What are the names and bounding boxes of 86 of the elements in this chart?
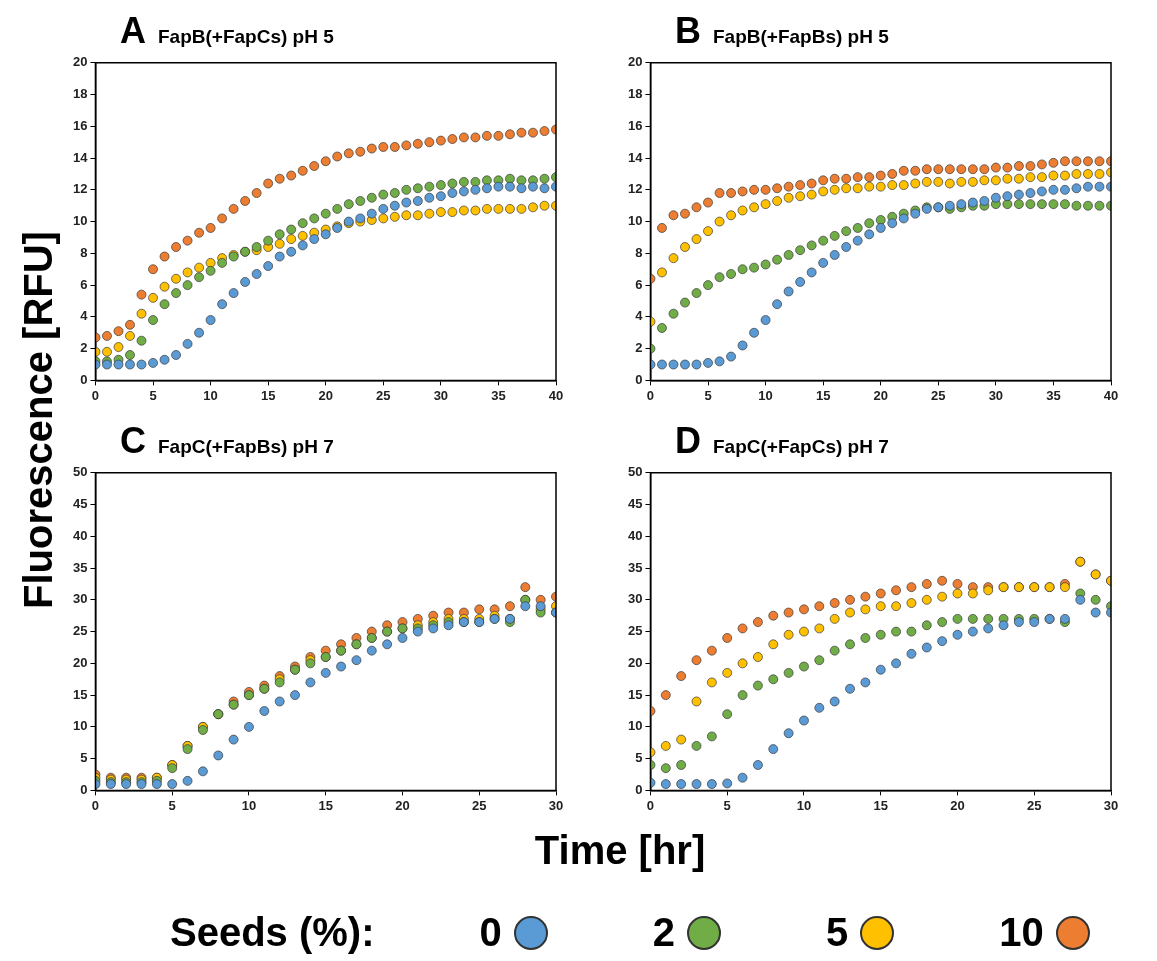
y-tick-label: 12 — [72, 181, 88, 197]
x-tick-label: 25 — [1027, 797, 1042, 813]
y-tick-label: 14 — [72, 149, 89, 165]
x-tick-label: 20 — [318, 387, 333, 403]
y-tick-label: 6 — [80, 276, 88, 292]
x-tick-label: 10 — [796, 797, 812, 813]
x-tick-label: 25 — [472, 797, 487, 813]
legend-title: Seeds (%): — [170, 910, 375, 955]
x-tick-label: 30 — [548, 797, 564, 813]
x-tick-label: 35 — [1046, 387, 1061, 403]
y-axis-title: Fluorescence [RFU] — [15, 231, 61, 609]
legend-label: 5 — [826, 910, 849, 955]
y-tick-label: 45 — [72, 496, 88, 512]
x-tick-label: 40 — [1103, 387, 1119, 403]
y-tick-label: 40 — [72, 527, 88, 543]
x-tick-label: 5 — [168, 797, 176, 813]
chart-title: C FapC(+FapBs) pH 7 — [120, 420, 334, 461]
x-tick-label: 15 — [873, 797, 888, 813]
y-tick-label: 50 — [72, 464, 88, 480]
y-tick-label: 4 — [80, 308, 89, 324]
x-tick-label: 30 — [1103, 797, 1119, 813]
x-tick-label: 40 — [548, 387, 564, 403]
y-tick-label: 20 — [72, 54, 88, 70]
chart-title: B FapB(+FapBs) pH 5 — [675, 10, 889, 51]
x-tick-label: 0 — [646, 387, 655, 403]
x-tick-label: 5 — [723, 797, 731, 813]
y-tick-label: 0 — [80, 371, 88, 387]
x-tick-label: 0 — [91, 797, 100, 813]
y-tick-label: 2 — [80, 340, 88, 356]
y-tick-label: 20 — [627, 654, 643, 670]
y-tick-label: 15 — [627, 686, 643, 702]
x-tick-label: 15 — [815, 387, 831, 403]
y-tick-label: 20 — [72, 654, 88, 670]
y-tick-label: 25 — [627, 623, 643, 639]
y-tick-label: 2 — [635, 340, 643, 356]
y-tick-label: 4 — [635, 308, 644, 324]
y-tick-label: 8 — [80, 244, 88, 260]
x-tick-label: 5 — [149, 387, 157, 403]
y-tick-label: 25 — [72, 623, 88, 639]
x-tick-label: 25 — [376, 387, 391, 403]
y-tick-label: 8 — [635, 244, 643, 260]
x-tick-label: 35 — [491, 387, 506, 403]
y-tick-label: 10 — [72, 213, 88, 229]
y-tick-label: 20 — [627, 54, 643, 70]
x-tick-label: 10 — [241, 797, 257, 813]
legend-label: 0 — [479, 910, 502, 955]
x-tick-label: 25 — [931, 387, 946, 403]
y-tick-label: 50 — [627, 464, 643, 480]
x-tick-label: 0 — [91, 387, 100, 403]
y-tick-label: 10 — [627, 213, 643, 229]
x-tick-label: 0 — [646, 797, 655, 813]
x-tick-label: 20 — [395, 797, 410, 813]
x-tick-label: 30 — [433, 387, 449, 403]
x-tick-label: 10 — [758, 387, 773, 403]
x-tick-label: 15 — [260, 387, 276, 403]
chart-title: D FapC(+FapCs) pH 7 — [675, 420, 889, 461]
y-tick-label: 18 — [72, 86, 88, 102]
x-tick-label: 10 — [203, 387, 218, 403]
y-tick-label: 0 — [80, 781, 88, 797]
y-tick-label: 5 — [635, 750, 643, 766]
legend-label: 10 — [999, 910, 1044, 955]
y-tick-label: 16 — [627, 117, 643, 133]
x-tick-label: 15 — [318, 797, 333, 813]
y-tick-label: 35 — [627, 559, 643, 575]
y-tick-label: 15 — [72, 686, 88, 702]
y-tick-label: 10 — [627, 718, 643, 734]
y-tick-label: 30 — [72, 591, 88, 607]
y-tick-label: 0 — [635, 371, 643, 387]
y-tick-label: 40 — [627, 527, 643, 543]
y-tick-label: 10 — [72, 718, 88, 734]
x-tick-label: 30 — [988, 387, 1004, 403]
y-tick-label: 0 — [635, 781, 643, 797]
y-tick-label: 16 — [72, 117, 88, 133]
x-tick-label: 20 — [873, 387, 888, 403]
chart-title: A FapB(+FapCs) pH 5 — [120, 10, 334, 51]
y-tick-label: 12 — [627, 181, 643, 197]
x-tick-label: 20 — [950, 797, 965, 813]
x-tick-label: 5 — [704, 387, 712, 403]
y-tick-label: 14 — [627, 149, 644, 165]
y-tick-label: 30 — [627, 591, 643, 607]
y-tick-label: 45 — [627, 496, 643, 512]
y-tick-label: 18 — [627, 86, 643, 102]
y-tick-label: 5 — [80, 750, 88, 766]
y-tick-label: 35 — [72, 559, 88, 575]
x-axis-title: Time [hr] — [534, 827, 706, 873]
y-tick-label: 6 — [635, 276, 643, 292]
